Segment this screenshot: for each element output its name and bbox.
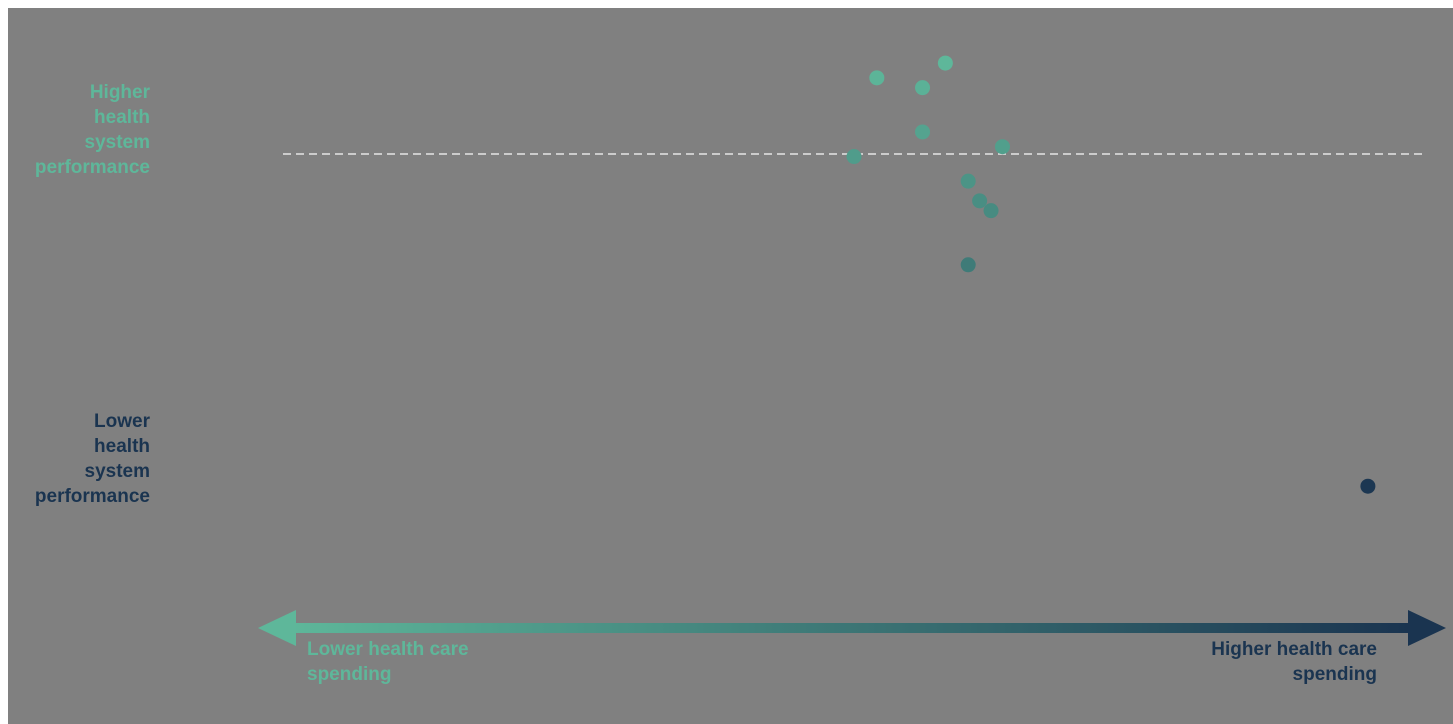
x-axis-label-high: Higher health care spending [1211, 639, 1377, 685]
chart-panel [8, 8, 1453, 724]
data-points [846, 55, 1376, 494]
data-point-7 [960, 173, 976, 189]
data-point-11 [1360, 478, 1376, 494]
data-point-10 [960, 257, 976, 273]
data-point-2 [915, 80, 931, 96]
data-point-5 [915, 124, 931, 140]
data-point-9 [983, 203, 999, 219]
data-point-8 [972, 193, 988, 209]
x-axis-label-low: Lower health care spending [307, 639, 469, 685]
data-point-3 [937, 55, 953, 71]
y-axis-label-high: Higher health system performance [34, 82, 150, 178]
data-point-4 [846, 149, 862, 165]
data-point-1 [869, 70, 885, 86]
spending-arrow [258, 610, 1446, 646]
data-point-6 [994, 139, 1010, 155]
y-axis-label-low: Lower health system performance [34, 411, 150, 507]
